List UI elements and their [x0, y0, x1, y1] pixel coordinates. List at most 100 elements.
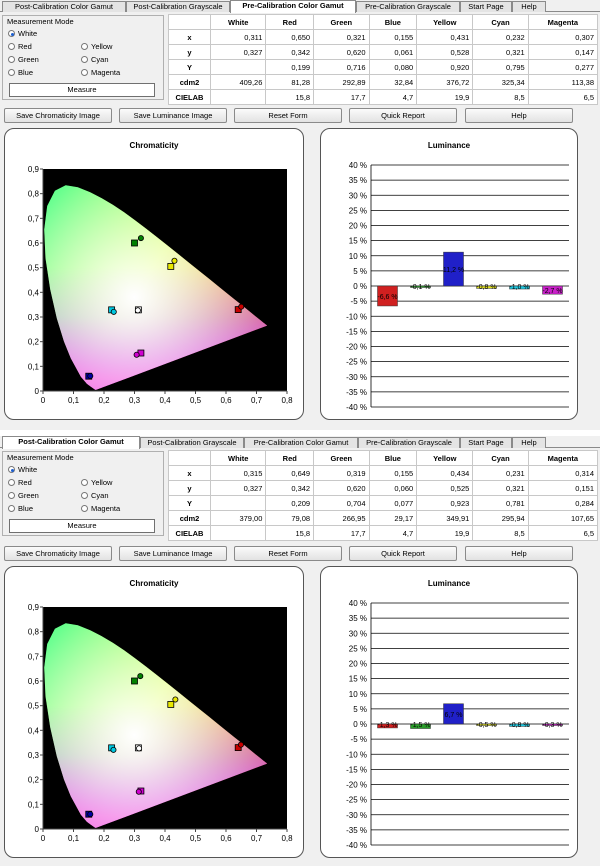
table-cell: 8,5 [472, 525, 529, 541]
table-cell: 0,311 [209, 29, 267, 45]
y-tick-label: -15 % [346, 327, 367, 336]
radio-red[interactable]: Red [8, 42, 32, 51]
calibration-panel-top: Post-Calibration Color Gamut Post-Calibr… [0, 0, 600, 430]
table-cell [209, 59, 267, 75]
save-chromaticity-image-button[interactable]: Save Chromaticity Image [4, 108, 112, 123]
table-row-header: x [168, 465, 211, 481]
radio-blue[interactable]: Blue [8, 68, 33, 77]
radio-cyan[interactable]: Cyan [81, 491, 109, 500]
table-cell: 0,209 [265, 495, 315, 511]
table-cell: 0,704 [313, 495, 370, 511]
tab-help[interactable]: Help [512, 1, 546, 12]
y-tick-label: 0,8 [28, 190, 40, 199]
table-header-row: White Red Green Blue Yellow Cyan Magenta [168, 14, 599, 30]
tab-post-calibration-color-gamut[interactable]: Post-Calibration Color Gamut [2, 1, 126, 12]
table-row: cdm2 409,26 81,28 292,89 32,84 376,72 32… [168, 74, 599, 90]
table-row: CIELAB 15,8 17,7 4,7 19,9 8,5 6,5 [168, 525, 599, 541]
y-tick-label: 35 % [349, 614, 367, 623]
y-tick-label: 0,1 [28, 800, 40, 809]
table-header-cell: Green [313, 14, 370, 30]
tab-pre-calibration-grayscale[interactable]: Pre-Calibration Grayscale [356, 1, 460, 12]
y-tick-label: -20 % [346, 781, 367, 790]
measure-button[interactable]: Measure [9, 83, 155, 97]
reset-form-button[interactable]: Reset Form [234, 546, 342, 561]
y-tick-label: 20 % [349, 660, 367, 669]
help-button[interactable]: Help [465, 108, 573, 123]
tab-post-calibration-grayscale[interactable]: Post-Calibration Grayscale [140, 437, 244, 448]
radio-cyan[interactable]: Cyan [81, 55, 109, 64]
measurement-mode-title: Measurement Mode [7, 453, 74, 462]
tab-post-calibration-grayscale[interactable]: Post-Calibration Grayscale [126, 1, 230, 12]
tab-post-calibration-color-gamut[interactable]: Post-Calibration Color Gamut [2, 436, 140, 449]
radio-green[interactable]: Green [8, 55, 39, 64]
reset-form-button[interactable]: Reset Form [234, 108, 342, 123]
radio-icon [8, 505, 15, 512]
radio-red[interactable]: Red [8, 478, 32, 487]
radio-green[interactable]: Green [8, 491, 39, 500]
table-cell: 0,314 [527, 465, 599, 481]
tab-start-page[interactable]: Start Page [460, 437, 512, 448]
table-cell: 0,060 [368, 480, 418, 496]
table-cell: 8,5 [472, 89, 529, 105]
tab-start-page[interactable]: Start Page [460, 1, 512, 12]
measured-point-cyan [110, 746, 117, 753]
y-tick-label: 0,5 [28, 702, 40, 711]
y-tick-label: 0 [35, 825, 40, 834]
measured-point-blue [87, 372, 94, 379]
save-luminance-image-button[interactable]: Save Luminance Image [119, 108, 227, 123]
radio-icon [81, 69, 88, 76]
table-cell: 19,9 [416, 89, 474, 105]
radio-blue[interactable]: Blue [8, 504, 33, 513]
measurement-mode-group: Measurement Mode White Red Green Blue Ye… [2, 15, 164, 100]
measured-point-magenta [135, 788, 142, 795]
quick-report-button[interactable]: Quick Report [349, 108, 457, 123]
tab-help[interactable]: Help [512, 437, 546, 448]
measured-point-red [238, 303, 245, 310]
y-tick-label: -20 % [346, 343, 367, 352]
help-button[interactable]: Help [465, 546, 573, 561]
save-chromaticity-image-button[interactable]: Save Chromaticity Image [4, 546, 112, 561]
measured-point-white [134, 307, 141, 314]
measure-button[interactable]: Measure [9, 519, 155, 533]
luminance-bar [410, 285, 431, 288]
radio-yellow[interactable]: Yellow [81, 478, 112, 487]
tab-pre-calibration-color-gamut[interactable]: Pre-Calibration Color Gamut [244, 437, 358, 448]
radio-white[interactable]: White [8, 29, 37, 38]
table-row: x 0,311 0,650 0,321 0,155 0,431 0,232 0,… [168, 29, 599, 45]
table-header-cell: Cyan [472, 450, 529, 466]
table-header-cell: Yellow [416, 14, 474, 30]
luminance-bar [476, 285, 497, 289]
chromaticity-chart-box: Chromaticity 0 0,1 0,2 0,3 0,4 0,5 0,6 0,7 0,8 0 0… [4, 566, 304, 858]
radio-magenta[interactable]: Magenta [81, 504, 120, 513]
table-cell: 0,199 [265, 59, 315, 75]
radio-icon [8, 492, 15, 499]
x-tick-label: 0,1 [68, 834, 80, 843]
radio-icon [81, 56, 88, 63]
y-tick-label: 5 % [353, 705, 367, 714]
table-cell: 349,91 [416, 510, 474, 526]
radio-magenta[interactable]: Magenta [81, 68, 120, 77]
radio-white[interactable]: White [8, 465, 37, 474]
y-tick-label: 40 % [349, 161, 367, 170]
table-row-header: cdm2 [168, 74, 211, 90]
luminance-bar [377, 723, 398, 729]
chromaticity-chart: 0 0,1 0,2 0,3 0,4 0,5 0,6 0,7 0,8 0 0,1 0,2 0,3 0,4 0,… [28, 165, 293, 405]
luminance-chart-box: Luminance 40 % 35 % 30 % 25 % 20 % 15 % 10 % 5 … [320, 128, 578, 420]
luminance-chart-box: Luminance 40 % 35 % 30 % 25 % 20 % 15 % 10 % 5 … [320, 566, 578, 858]
x-tick-label: 0,5 [190, 834, 202, 843]
luminance-bar [443, 251, 464, 287]
table-cell: 0,061 [368, 44, 418, 60]
radio-yellow[interactable]: Yellow [81, 42, 112, 51]
tab-pre-calibration-grayscale[interactable]: Pre-Calibration Grayscale [358, 437, 460, 448]
tab-pre-calibration-color-gamut[interactable]: Pre-Calibration Color Gamut [230, 0, 356, 13]
bar-data-label: -1,3 % [377, 722, 397, 729]
y-tick-label: 0,8 [28, 628, 40, 637]
bar-data-label: -0,1 % [410, 284, 430, 291]
quick-report-button[interactable]: Quick Report [349, 546, 457, 561]
y-tick-label: 0,9 [28, 165, 40, 174]
save-luminance-image-button[interactable]: Save Luminance Image [119, 546, 227, 561]
table-row: CIELAB 15,8 17,7 4,7 19,9 8,5 6,5 [168, 89, 599, 105]
y-tick-label: -25 % [346, 796, 367, 805]
table-cell: 0,716 [313, 59, 370, 75]
table-header-cell: Magenta [527, 14, 599, 30]
